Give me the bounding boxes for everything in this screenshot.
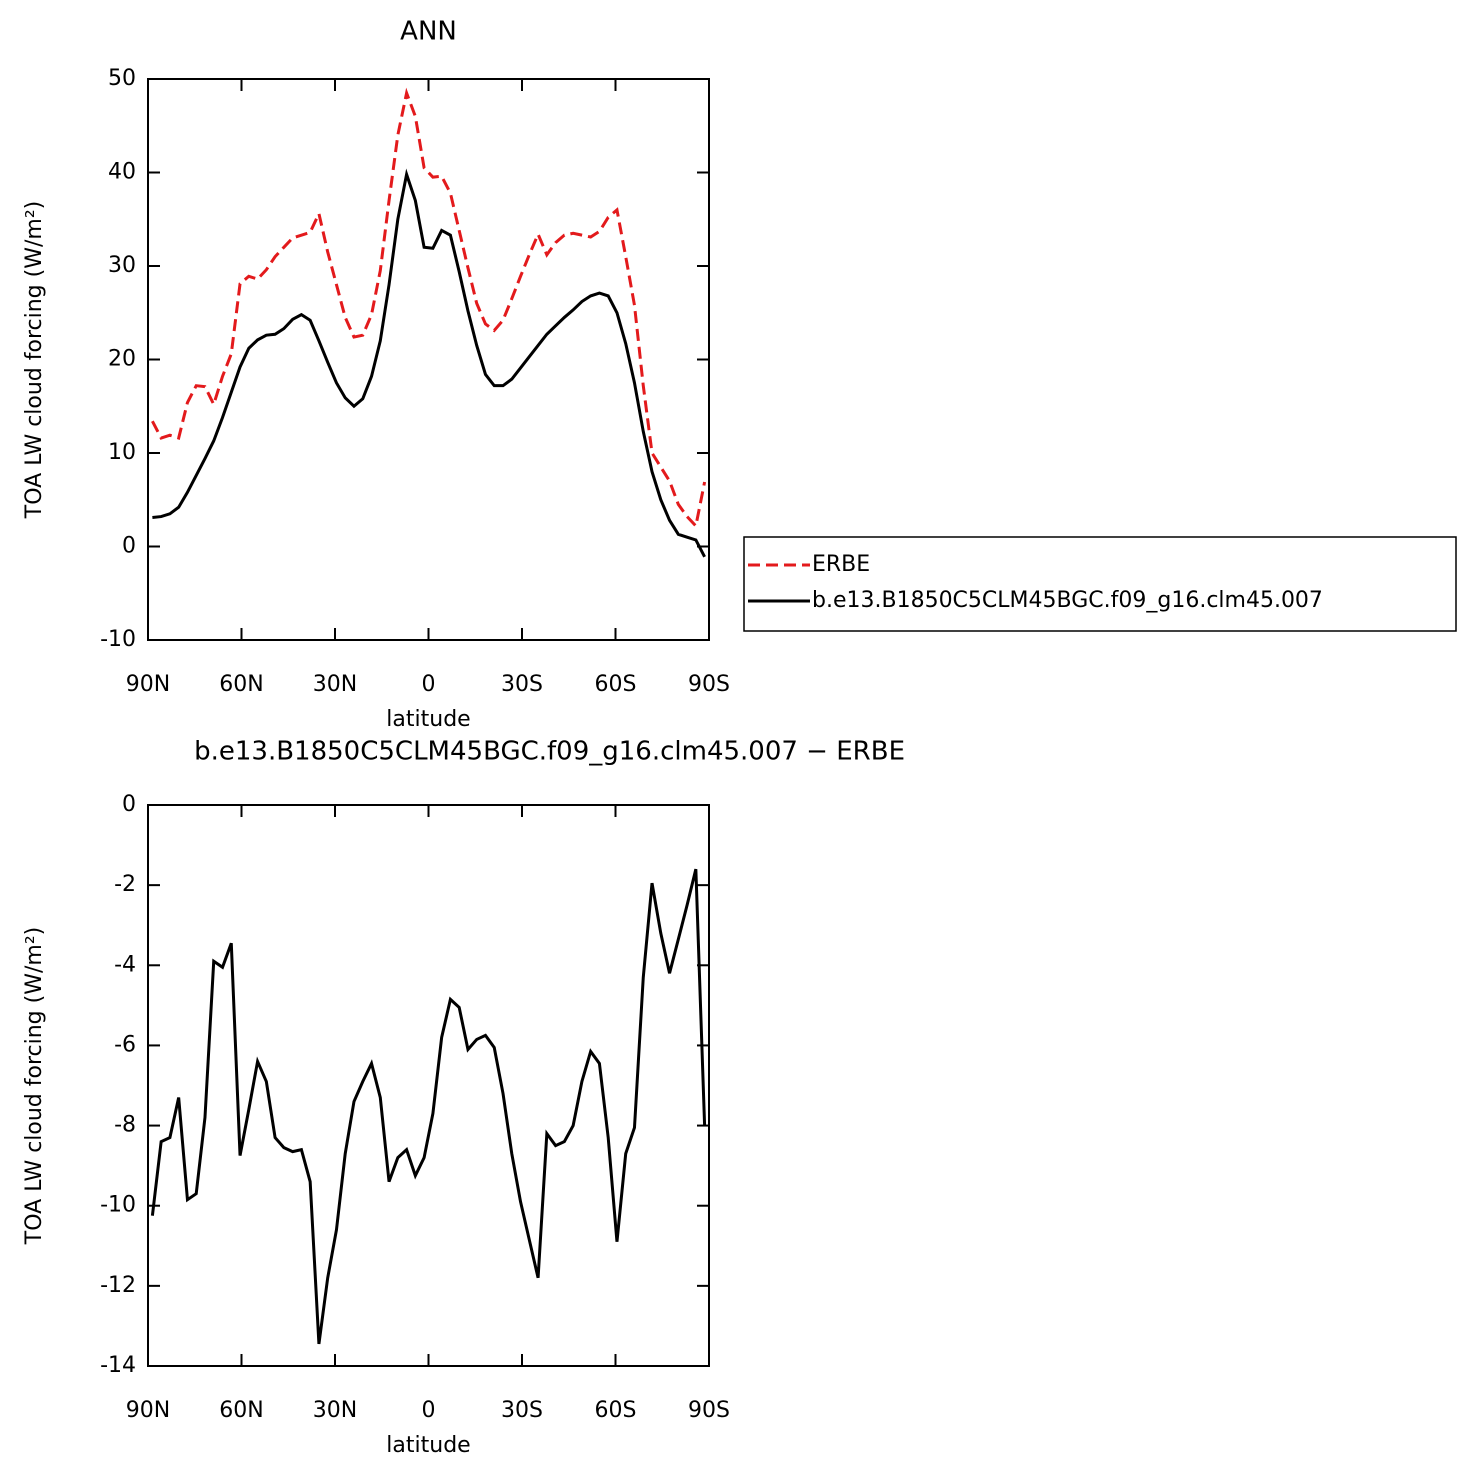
plot-frame — [147, 804, 710, 1367]
x-tick-label: 90S — [688, 1398, 730, 1423]
series-line — [151, 87, 707, 530]
y-tick-label: 10 — [108, 440, 136, 465]
y-tick-label: -2 — [114, 872, 136, 897]
x-tick-label: 90S — [688, 672, 730, 697]
y-tick-label: -14 — [100, 1353, 136, 1378]
series-line — [150, 868, 707, 1345]
legend-label: ERBE — [812, 552, 870, 577]
x-tick-label: 60N — [219, 672, 263, 697]
x-tick-label: 90N — [126, 672, 170, 697]
x-tick-label: 60N — [219, 1398, 263, 1423]
y-axis-label: TOA LW cloud forcing (W/m²) — [22, 201, 47, 519]
y-axis-label: TOA LW cloud forcing (W/m²) — [22, 927, 47, 1245]
y-tick-label: -8 — [114, 1113, 136, 1138]
y-tick-label: -10 — [100, 1193, 136, 1218]
x-tick-label: 30N — [313, 672, 357, 697]
series-line — [152, 168, 706, 558]
x-tick-label: 30S — [501, 1398, 543, 1423]
legend-box — [743, 536, 1457, 632]
x-tick-label: 30S — [501, 672, 543, 697]
y-tick-label: 40 — [108, 160, 136, 185]
y-tick-label: 20 — [108, 347, 136, 372]
y-tick-label: 0 — [122, 792, 136, 817]
x-tick-label: 0 — [422, 672, 436, 697]
y-tick-label: -6 — [114, 1032, 136, 1057]
x-tick-label: 90N — [126, 1398, 170, 1423]
x-tick-label: 30N — [313, 1398, 357, 1423]
chart-title: b.e13.B1850C5CLM45BGC.f09_g16.clm45.007 … — [194, 737, 905, 767]
x-tick-label: 60S — [595, 672, 637, 697]
x-axis-label: latitude — [386, 1433, 470, 1458]
x-tick-label: 0 — [422, 1398, 436, 1423]
chart-title: ANN — [400, 17, 457, 47]
y-tick-label: -12 — [100, 1273, 136, 1298]
y-tick-label: 50 — [108, 66, 136, 91]
x-tick-label: 60S — [595, 1398, 637, 1423]
y-tick-label: 30 — [108, 253, 136, 278]
y-tick-label: 0 — [122, 534, 136, 559]
legend-label: b.e13.B1850C5CLM45BGC.f09_g16.clm45.007 — [812, 588, 1323, 613]
y-tick-label: -4 — [114, 952, 136, 977]
y-tick-label: -10 — [100, 627, 136, 652]
plot-frame — [147, 78, 710, 641]
x-axis-label: latitude — [386, 707, 470, 732]
